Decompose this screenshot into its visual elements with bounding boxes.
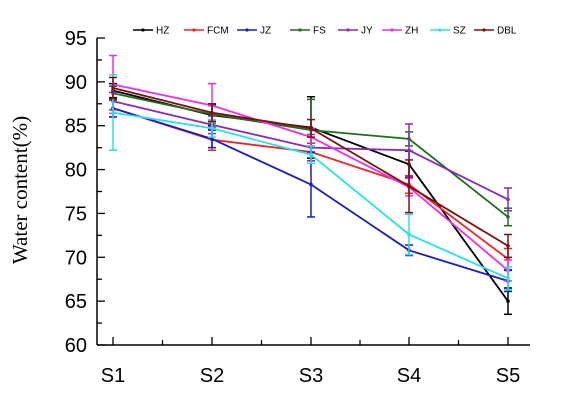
y-tick-label: 85	[65, 116, 87, 138]
axes: 60 65 70 75 80 85 90 95 S1 S2 S3 S4 S5	[65, 28, 530, 387]
x-tick-label-s2: S2	[200, 365, 224, 387]
legend-label-jy: JY	[361, 26, 373, 37]
y-tick-label: 80	[65, 160, 87, 182]
legend-label-jz: JZ	[260, 26, 271, 37]
y-tick-label: 65	[65, 291, 87, 313]
data-point	[506, 299, 510, 303]
legend-marker	[438, 28, 442, 32]
legend-label-dbl: DBL	[497, 26, 517, 37]
legend-marker	[482, 28, 486, 32]
data-point	[111, 86, 115, 90]
legend-marker	[390, 28, 394, 32]
data-point	[210, 137, 214, 141]
data-point	[506, 244, 510, 248]
x-tick-label-s1: S1	[101, 365, 125, 387]
data-point	[407, 148, 411, 153]
legend-label-fcm: FCM	[207, 26, 229, 37]
data-point	[111, 110, 115, 115]
data-point	[506, 215, 510, 219]
legend-label-zh: ZH	[405, 26, 418, 37]
y-axis-title: Water content(%)	[8, 116, 32, 264]
legend-label-sz: SZ	[453, 26, 466, 37]
legend-label-hz: HZ	[156, 26, 169, 37]
x-tick-label-s3: S3	[299, 365, 323, 387]
legend: HZ FCM JZ FS JY ZH SZ DBL	[133, 26, 517, 37]
y-tick-label: 90	[65, 72, 87, 94]
legend-marker	[192, 28, 196, 32]
series-layer	[109, 54, 512, 316]
data-point	[309, 126, 313, 131]
y-tick-label: 95	[65, 28, 87, 50]
data-point	[506, 276, 510, 281]
series-dbl	[109, 76, 512, 259]
legend-marker	[346, 28, 350, 32]
data-point	[407, 184, 411, 189]
data-point	[309, 182, 313, 187]
y-tick-label: 60	[65, 335, 87, 357]
y-tick-label: 75	[65, 203, 87, 225]
legend-marker	[298, 28, 302, 32]
y-tick-label: 70	[65, 247, 87, 269]
legend-marker	[141, 28, 145, 32]
data-point	[407, 232, 411, 237]
data-point	[309, 152, 313, 157]
data-point	[506, 197, 510, 202]
x-tick-label-s5: S5	[496, 365, 520, 387]
x-tick-label-s4: S4	[397, 365, 421, 387]
data-point	[210, 110, 214, 115]
data-point	[210, 126, 214, 131]
legend-label-fs: FS	[313, 26, 326, 37]
series-sz	[109, 74, 512, 291]
legend-marker	[245, 28, 249, 32]
